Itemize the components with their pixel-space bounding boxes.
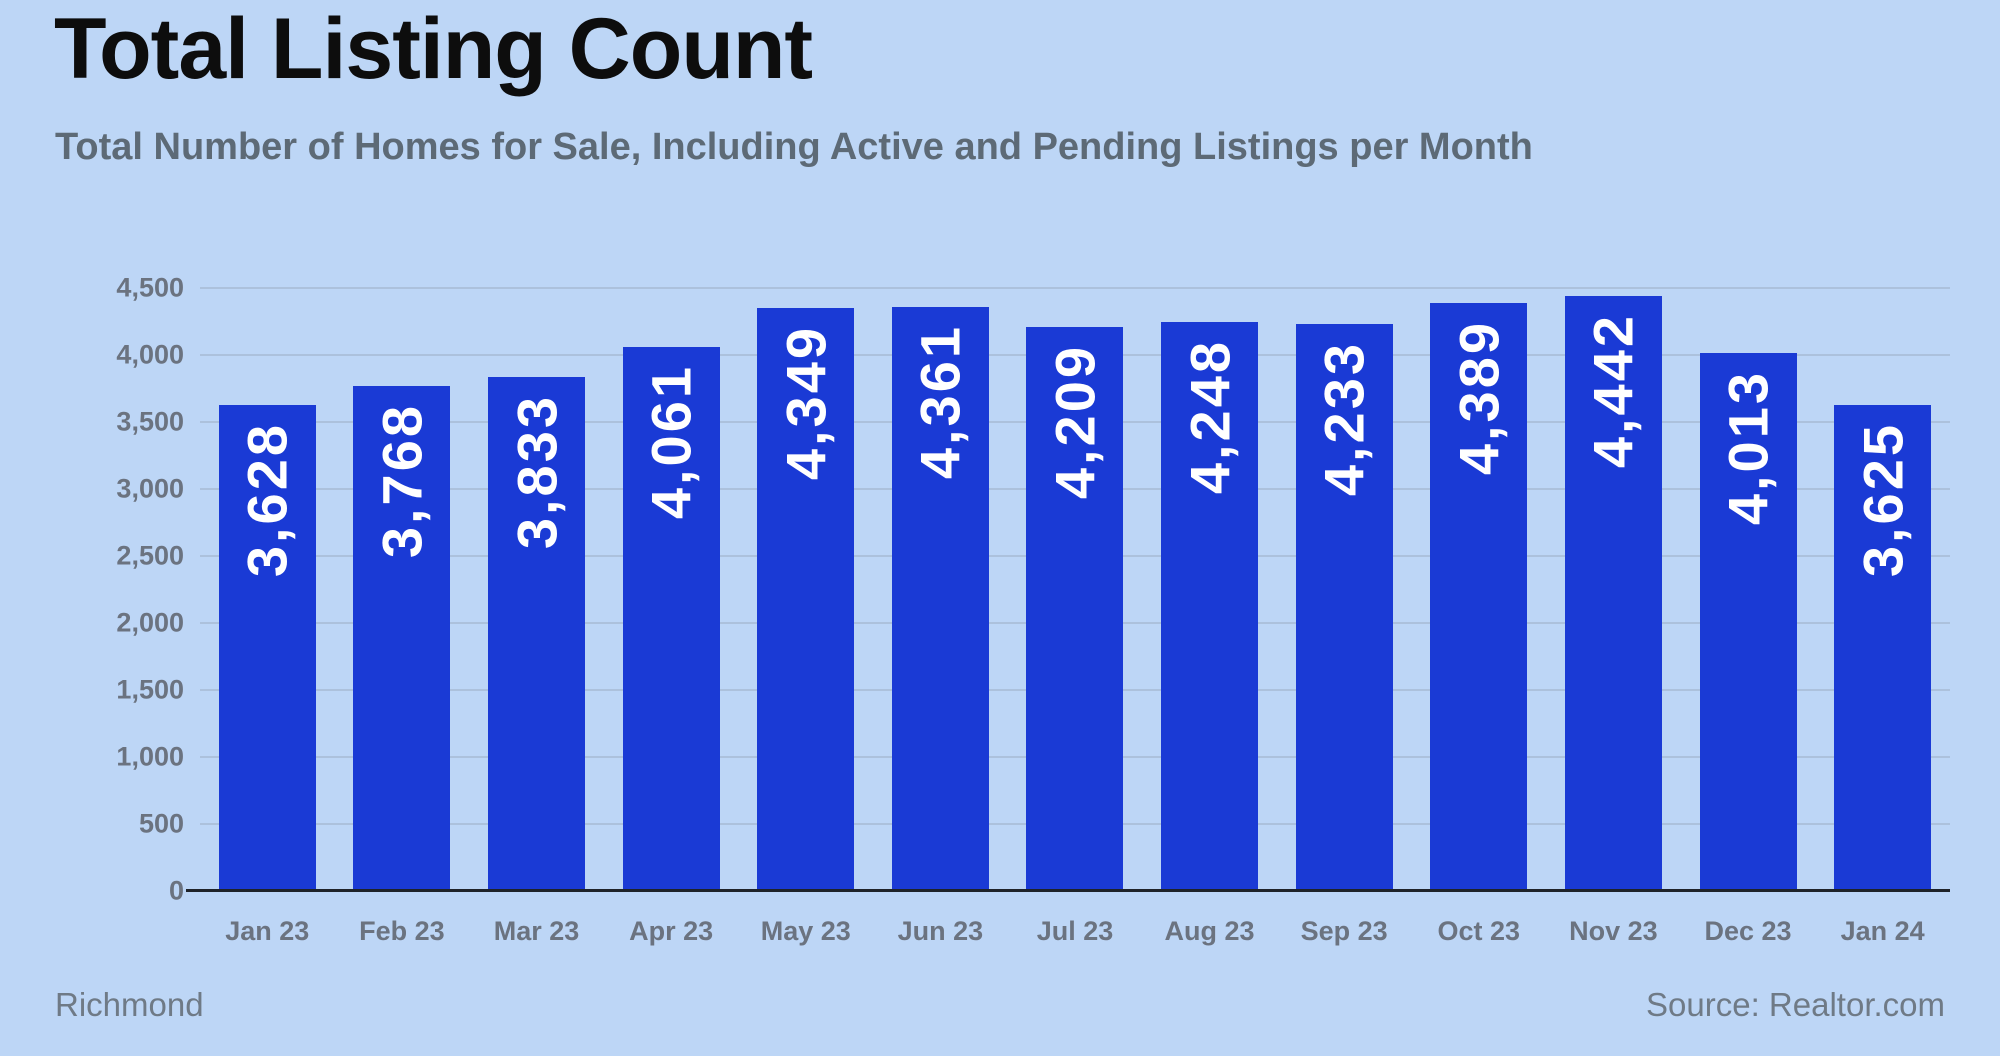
bar-value-label: 4,233 bbox=[1312, 340, 1376, 496]
bar-slot: 4,442 bbox=[1546, 288, 1681, 891]
x-tick-label: Mar 23 bbox=[493, 916, 580, 946]
y-tick-label: 0 bbox=[168, 875, 184, 906]
y-tick-label: 2,000 bbox=[116, 607, 184, 638]
bar-slot: 3,628 bbox=[200, 288, 335, 891]
bar-slot: 3,833 bbox=[469, 288, 604, 891]
bar-apr-23: 4,061 bbox=[622, 346, 720, 891]
bar-slot: 4,061 bbox=[604, 288, 739, 891]
x-tick-label: May 23 bbox=[760, 916, 851, 946]
gridline bbox=[200, 287, 1950, 289]
x-tick-label: Jun 23 bbox=[897, 916, 984, 946]
x-tick-label: Jan 23 bbox=[225, 916, 310, 946]
bar-jan-23: 3,628 bbox=[218, 404, 316, 891]
bar-value-label: 4,248 bbox=[1178, 338, 1242, 494]
bar-jan-24: 3,625 bbox=[1834, 405, 1932, 891]
bar-aug-23: 4,248 bbox=[1161, 321, 1259, 891]
chart-subtitle: Total Number of Homes for Sale, Includin… bbox=[55, 126, 1533, 168]
y-tick-label: 4,500 bbox=[116, 272, 184, 303]
bar-sep-23: 4,233 bbox=[1295, 323, 1393, 891]
bar-value-label: 4,442 bbox=[1581, 312, 1645, 468]
y-axis-tick-labels: 0 500 1,000 1,500 2,000 2,500 3,000 3,500 4,000 4… bbox=[0, 273, 184, 906]
y-tick-label: 4,000 bbox=[116, 339, 184, 370]
x-tick-label: Feb 23 bbox=[359, 916, 445, 946]
y-tick-label: 1,000 bbox=[116, 741, 184, 772]
x-tick-slot: Jul 23 bbox=[1008, 916, 1143, 947]
y-tick-label: 3,500 bbox=[116, 406, 184, 437]
x-tick-label: Dec 23 bbox=[1704, 916, 1792, 946]
bar-may-23: 4,349 bbox=[757, 308, 855, 891]
bar-value-label: 4,361 bbox=[908, 323, 972, 479]
y-tick-label: 2,500 bbox=[116, 540, 184, 571]
bar-mar-23: 3,833 bbox=[488, 377, 586, 891]
x-tick-label: Sep 23 bbox=[1300, 916, 1388, 946]
x-tick-slot: May 23 bbox=[738, 916, 873, 947]
x-tick-slot: Oct 23 bbox=[1411, 916, 1546, 947]
y-tick-label: 500 bbox=[138, 808, 184, 839]
x-tick-label: Jul 23 bbox=[1036, 916, 1114, 946]
bar-value-label: 4,061 bbox=[639, 363, 703, 519]
y-tick-label: 1,500 bbox=[116, 674, 184, 705]
x-tick-slot: Jan 23 bbox=[200, 916, 335, 947]
x-tick-slot: Nov 23 bbox=[1546, 916, 1681, 947]
x-tick-slot: Apr 23 bbox=[604, 916, 739, 947]
x-tick-slot: Sep 23 bbox=[1277, 916, 1412, 947]
source-attribution: Source: Realtor.com bbox=[1646, 986, 1945, 1023]
bar-nov-23: 4,442 bbox=[1564, 295, 1662, 891]
bar-series: 3,628 3,768 3,833 4,061 4,349 4,361 4,209 4,248… bbox=[200, 288, 1950, 891]
bar-value-label: 3,628 bbox=[235, 421, 299, 577]
chart-title: Total Listing Count bbox=[54, 1, 813, 97]
bar-slot: 4,349 bbox=[738, 288, 873, 891]
bar-oct-23: 4,389 bbox=[1430, 302, 1528, 891]
bar-slot: 4,209 bbox=[1008, 288, 1143, 891]
bar-value-label: 3,833 bbox=[505, 394, 569, 550]
x-tick-label: Apr 23 bbox=[629, 916, 714, 946]
x-tick-label: Jan 24 bbox=[1840, 916, 1925, 946]
bar-slot: 4,389 bbox=[1411, 288, 1546, 891]
x-axis-baseline bbox=[186, 889, 1950, 892]
x-tick-slot: Aug 23 bbox=[1142, 916, 1277, 947]
region-label: Richmond bbox=[55, 986, 204, 1023]
plot-area: 3,628 3,768 3,833 4,061 4,349 4,361 4,209 4,248… bbox=[186, 287, 1950, 892]
x-tick-label: Nov 23 bbox=[1569, 916, 1658, 946]
x-tick-label: Aug 23 bbox=[1164, 916, 1255, 946]
bar-jun-23: 4,361 bbox=[891, 306, 989, 891]
y-tick-label: 3,000 bbox=[116, 473, 184, 504]
x-tick-slot: Feb 23 bbox=[335, 916, 470, 947]
bar-value-label: 4,013 bbox=[1716, 370, 1780, 526]
x-tick-slot: Jun 23 bbox=[873, 916, 1008, 947]
bar-dec-23: 4,013 bbox=[1699, 353, 1797, 891]
bar-value-label: 4,349 bbox=[774, 325, 838, 481]
bar-value-label: 4,389 bbox=[1447, 319, 1511, 476]
x-tick-slot: Jan 24 bbox=[1815, 916, 1950, 947]
bar-value-label: 3,768 bbox=[370, 403, 434, 559]
bar-value-label: 3,625 bbox=[1851, 422, 1915, 578]
bar-slot: 3,625 bbox=[1815, 288, 1950, 891]
x-tick-slot: Mar 23 bbox=[469, 916, 604, 947]
x-axis-tick-labels: Jan 23 Feb 23 Mar 23 Apr 23 May 23 Jun 23 Jul … bbox=[200, 916, 1950, 947]
bar-slot: 4,361 bbox=[873, 288, 1008, 891]
bar-value-label: 4,209 bbox=[1043, 344, 1107, 500]
bar-slot: 4,248 bbox=[1142, 288, 1277, 891]
x-tick-label: Oct 23 bbox=[1437, 916, 1521, 946]
bar-feb-23: 3,768 bbox=[353, 386, 451, 891]
bar-slot: 3,768 bbox=[335, 288, 470, 891]
bar-slot: 4,013 bbox=[1681, 288, 1816, 891]
x-tick-slot: Dec 23 bbox=[1681, 916, 1816, 947]
bar-slot: 4,233 bbox=[1277, 288, 1412, 891]
bar-jul-23: 4,209 bbox=[1026, 327, 1124, 891]
